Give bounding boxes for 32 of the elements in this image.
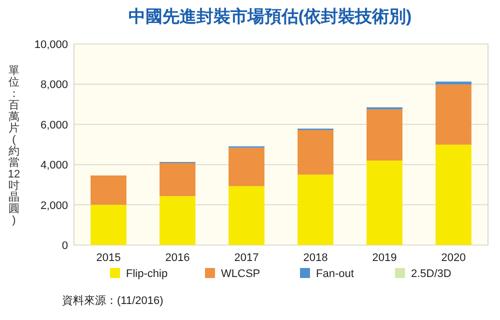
bar (160, 162, 196, 196)
legend-label: Fan-out (316, 268, 354, 280)
x-tick-label: 2017 (234, 252, 259, 264)
x-tick-label: 2019 (372, 252, 397, 264)
legend-label: 2.5D/3D (411, 268, 452, 280)
chart-title: 中國先進封裝市場預估(依封裝技術別) (128, 7, 412, 26)
bar (228, 148, 264, 186)
y-tick-label: 10,000 (34, 39, 68, 51)
bar (366, 109, 402, 161)
legend-label: Flip-chip (126, 268, 168, 280)
bar (436, 82, 472, 84)
source-note: 資料來源：(11/2016) (62, 294, 164, 307)
y-tick-label: 0 (62, 240, 68, 252)
x-tick-label: 2018 (303, 252, 328, 264)
x-tick-label: 2020 (441, 252, 466, 264)
y-tick-label: 4,000 (40, 160, 68, 172)
legend-label: WLCSP (221, 268, 260, 280)
x-tick-label: 2016 (165, 252, 190, 264)
bar (90, 175, 126, 205)
x-tick-label: 2015 (96, 252, 121, 264)
bar (298, 130, 334, 175)
bar (436, 84, 472, 145)
bar (436, 144, 472, 245)
y-tick-label: 6,000 (40, 119, 68, 132)
y-tick-label: 8,000 (40, 79, 68, 92)
bar (228, 186, 264, 245)
bar (298, 174, 334, 245)
text: 單位：百萬片(約當12吋晶圓) (8, 64, 20, 226)
bar (160, 196, 196, 245)
y-tick-label: 2,000 (40, 200, 68, 212)
bar (366, 160, 402, 245)
bar (90, 204, 126, 245)
